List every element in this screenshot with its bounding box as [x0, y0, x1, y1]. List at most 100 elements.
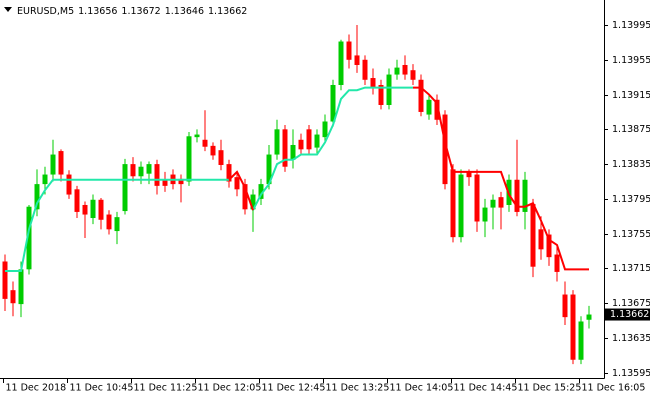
candle-body: [434, 99, 440, 120]
candle-body: [2, 261, 8, 299]
candle-body: [50, 154, 56, 175]
y-tick-label: 1.13835: [612, 159, 650, 170]
candle-body: [562, 294, 568, 318]
x-tick-label: 11 Dec 11:25: [134, 383, 198, 394]
candle-body: [450, 169, 456, 238]
candle-body: [186, 136, 192, 182]
candle-body: [546, 234, 552, 258]
header-price: 1.13656: [78, 6, 117, 17]
candle-body: [298, 139, 304, 150]
candle-body: [18, 269, 24, 305]
candle-body: [538, 229, 544, 250]
candle-body: [514, 179, 520, 212]
candle-body: [290, 144, 296, 160]
candle-body: [154, 164, 160, 186]
candle-body: [482, 207, 488, 222]
candle-body: [354, 55, 360, 65]
candle-body: [498, 197, 504, 208]
y-tick-label: 1.13635: [612, 333, 650, 344]
candle-body: [226, 164, 232, 182]
candle-body: [466, 171, 472, 178]
candle-body: [418, 79, 424, 112]
candle-body: [554, 254, 560, 272]
candle-body: [58, 151, 64, 175]
y-tick-label: 1.13795: [612, 194, 650, 205]
candle-body: [322, 121, 328, 138]
candle-body: [130, 164, 136, 177]
candle-body: [378, 84, 384, 105]
last-price-box: [605, 308, 650, 321]
candle-body: [138, 166, 144, 177]
candle-body: [522, 179, 528, 212]
candle-body: [370, 78, 376, 88]
candle-body: [82, 204, 88, 215]
chart-header: EURUSD,M5 1.13656 1.13672 1.13646 1.13662: [17, 6, 247, 17]
y-tick-label: 1.13675: [612, 298, 650, 309]
candle-body: [306, 129, 312, 150]
candle-body: [10, 290, 16, 304]
candle-body: [146, 164, 152, 174]
y-tick-label: 1.13875: [612, 124, 650, 135]
y-tick-label: 1.13595: [612, 368, 650, 379]
candle-body: [330, 84, 336, 122]
candle-body: [282, 129, 288, 167]
last-price-label: 1.13662: [610, 309, 649, 320]
x-tick-label: 11 Dec 14:05: [390, 383, 454, 394]
candle-body: [362, 59, 368, 80]
x-tick-label: 11 Dec 16:05: [582, 383, 646, 394]
header-price: 1.13662: [208, 6, 247, 17]
header-price: 1.13646: [165, 6, 204, 17]
candle-body: [242, 184, 248, 210]
indicator-line: [5, 86, 413, 273]
candle-body: [474, 174, 480, 222]
x-tick-label: 11 Dec 13:25: [326, 383, 390, 394]
y-tick-label: 1.13755: [612, 229, 650, 240]
candle-body: [90, 199, 96, 219]
x-tick-label: 11 Dec 12:05: [198, 383, 262, 394]
candle-body: [570, 294, 576, 360]
x-tick-label: 11 Dec 2018: [6, 383, 67, 394]
candle-body: [314, 134, 320, 148]
x-tick-label: 11 Dec 12:45: [262, 383, 326, 394]
candle-body: [202, 139, 208, 147]
candle-body: [34, 184, 40, 210]
candle-body: [274, 129, 280, 155]
y-tick-label: 1.13955: [612, 55, 650, 66]
candle-body: [106, 214, 112, 230]
candle-body: [458, 174, 464, 238]
candle-body: [178, 178, 184, 185]
y-tick-label: 1.13995: [612, 20, 650, 31]
candle-body: [74, 189, 80, 212]
candle-body: [122, 164, 128, 212]
candle-body: [386, 74, 392, 105]
candle-body: [114, 217, 120, 232]
candle-body: [490, 199, 496, 208]
candle-body: [234, 177, 240, 190]
x-tick-label: 11 Dec 14:45: [454, 383, 518, 394]
candle-body: [426, 99, 432, 115]
candle-body: [586, 314, 592, 320]
candle-body: [258, 184, 264, 199]
candle-body: [394, 67, 400, 75]
candle-body: [194, 134, 200, 138]
symbol: EURUSD,M5: [17, 6, 74, 17]
y-tick-label: 1.13915: [612, 90, 650, 101]
candle-body: [578, 321, 584, 360]
x-tick-label: 11 Dec 15:25: [518, 383, 582, 394]
candle-body: [346, 41, 352, 60]
candle-body: [42, 174, 48, 185]
candle-body: [250, 194, 256, 210]
indicator-line: [228, 86, 589, 271]
candle-body: [442, 114, 448, 185]
candle-body: [98, 199, 104, 220]
header-icon: [4, 7, 12, 12]
candle-body: [218, 150, 224, 165]
candle-body: [530, 204, 536, 267]
y-tick-label: 1.13715: [612, 263, 650, 274]
candle-body: [410, 70, 416, 80]
header-price: 1.13672: [121, 6, 160, 17]
candle-body: [210, 145, 216, 156]
x-tick-label: 11 Dec 10:45: [70, 383, 134, 394]
